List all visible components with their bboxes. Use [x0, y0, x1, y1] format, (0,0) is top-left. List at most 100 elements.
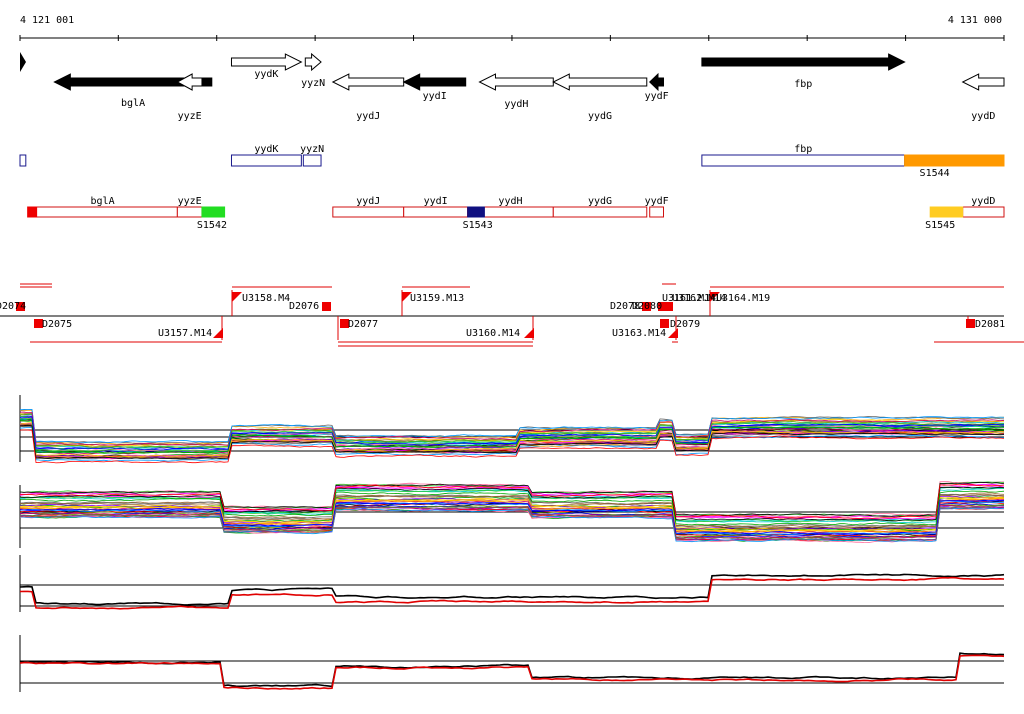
plus-strand-feature-track: yydK yyzN fbp S1544 [19, 144, 1005, 179]
gene-arrow-yyzN[interactable] [304, 52, 322, 72]
boundary-label: U3163.M14 [612, 328, 666, 339]
gene-annotation-track: bglA yyzE yydK yyzN yydJ yydI yydH yydG yydF fbp y… [20, 52, 1005, 122]
minus-feature-label: yydI [424, 196, 448, 207]
minus-feature-block[interactable] [962, 206, 1005, 218]
expression-trace [19, 429, 1005, 464]
expression-trace [19, 411, 1005, 446]
boundary-label: U3158.M4 [242, 293, 290, 304]
minus-feature-label: yydF [645, 196, 669, 207]
gene-arrow-yydI[interactable] [402, 73, 467, 91]
minus-feature-block[interactable] [201, 206, 226, 218]
gene-arrow-yydF[interactable] [649, 72, 665, 92]
gene-label-yydG: yydG [588, 111, 612, 122]
boundary-marker[interactable] [966, 319, 975, 328]
expression-trace [19, 652, 1005, 688]
plus-feature-block[interactable] [701, 154, 906, 167]
minus-feature-label: S1542 [197, 220, 227, 231]
boundary-direction-marker [232, 292, 242, 302]
boundary-marker[interactable] [664, 302, 673, 311]
expression-trace [19, 492, 1005, 528]
boundary-marker[interactable] [16, 302, 25, 311]
minus-feature-block[interactable] [332, 206, 405, 218]
boundary-label: U3162.M14 [672, 293, 726, 304]
expression-trace [19, 490, 1005, 526]
gene-arrow-yydJ[interactable] [331, 73, 405, 91]
minus-feature-label: S1543 [463, 220, 493, 231]
plus-feature-block[interactable] [230, 154, 302, 167]
expression-trace [19, 576, 1005, 610]
expression-summary-panel-plus [19, 555, 1005, 612]
gene-arrow-fbp[interactable] [701, 53, 906, 71]
minus-strand-feature-track: bglA yyzE yydJ yydI yydH yydG yydF yydD S1542 S15… [27, 196, 1005, 231]
expression-trace [19, 654, 1005, 690]
minus-feature-block[interactable] [176, 206, 203, 218]
expression-panel-plus-strand [19, 395, 1005, 464]
boundary-label: D2080 [632, 301, 662, 312]
expression-trace [19, 573, 1005, 606]
gene-label-bglA: bglA [121, 98, 145, 109]
minus-feature-block[interactable] [929, 206, 964, 218]
boundary-label: U3164.M19 [716, 293, 770, 304]
minus-feature-label: yydD [971, 196, 995, 207]
gene-label-yyzN: yyzN [301, 78, 325, 89]
boundary-marker[interactable] [660, 319, 669, 328]
gene-label-yydH: yydH [504, 99, 528, 110]
gene-label-yydI: yydI [423, 91, 447, 102]
gene-label-yydD: yydD [971, 111, 995, 122]
ruler-start-label: 4 121 001 [20, 15, 74, 26]
expression-trace [19, 426, 1005, 462]
boundary-direction-marker [668, 328, 678, 338]
gene-label-yydK: yydK [254, 69, 278, 80]
gene-arrow-yydD[interactable] [961, 73, 1005, 91]
minus-feature-label: bglA [91, 196, 115, 207]
expression-trace [20, 493, 1005, 529]
ruler-end-label: 4 131 000 [948, 15, 1002, 26]
boundary-label: D2078 [610, 301, 640, 312]
boundary-label: U3157.M14 [158, 328, 212, 339]
plus-feature-label: yyzN [300, 144, 324, 155]
gene-arrow-yydH[interactable] [478, 73, 554, 91]
minus-feature-block[interactable] [552, 206, 648, 218]
boundary-markers [16, 292, 975, 338]
expression-trace [19, 481, 1005, 517]
boundary-label: D2079 [670, 319, 700, 330]
minus-feature-block[interactable] [27, 206, 178, 218]
boundary-label: U3161.M14 [662, 293, 716, 304]
boundary-label: U3159.M13 [410, 293, 464, 304]
boundary-label: U3160.M14 [466, 328, 520, 339]
expression-trace [19, 419, 1005, 454]
expression-trace [19, 496, 1005, 532]
ruler-ticks [19, 35, 1005, 41]
expression-trace [19, 507, 1005, 543]
boundary-marker[interactable] [340, 319, 349, 328]
gene-label-yyzE: yyzE [178, 111, 202, 122]
gene-arrow-yydK[interactable] [230, 53, 303, 71]
plus-feature-block[interactable] [302, 154, 322, 167]
boundary-marker[interactable] [642, 302, 651, 311]
minus-feature-block[interactable] [467, 206, 485, 218]
minus-feature-block[interactable] [403, 206, 469, 218]
plus-feature-block[interactable] [19, 154, 27, 167]
plus-feature-block[interactable] [904, 154, 1005, 167]
minus-feature-label: yydJ [356, 196, 380, 207]
gene-arrow-yyzE[interactable] [176, 73, 203, 91]
expression-trace [19, 486, 1005, 522]
expression-panel-minus-strand [19, 481, 1005, 548]
minus-feature-label: yyzE [178, 196, 202, 207]
boundary-marker[interactable] [322, 302, 331, 311]
plus-feature-label: S1544 [920, 168, 950, 179]
boundary-label: D2074 [0, 301, 26, 312]
partial-gene-arrow [20, 52, 26, 72]
gene-label-fbp: fbp [794, 79, 812, 90]
minus-feature-block[interactable] [649, 206, 665, 218]
expression-trace [19, 499, 1005, 536]
boundary-marker[interactable] [658, 302, 667, 311]
boundary-marker[interactable] [34, 319, 43, 328]
boundary-direction-marker [524, 328, 534, 338]
minus-feature-block[interactable] [27, 206, 38, 218]
minus-feature-label: S1545 [925, 220, 955, 231]
boundary-lines [0, 283, 1024, 347]
gene-arrow-yydG[interactable] [552, 73, 648, 91]
